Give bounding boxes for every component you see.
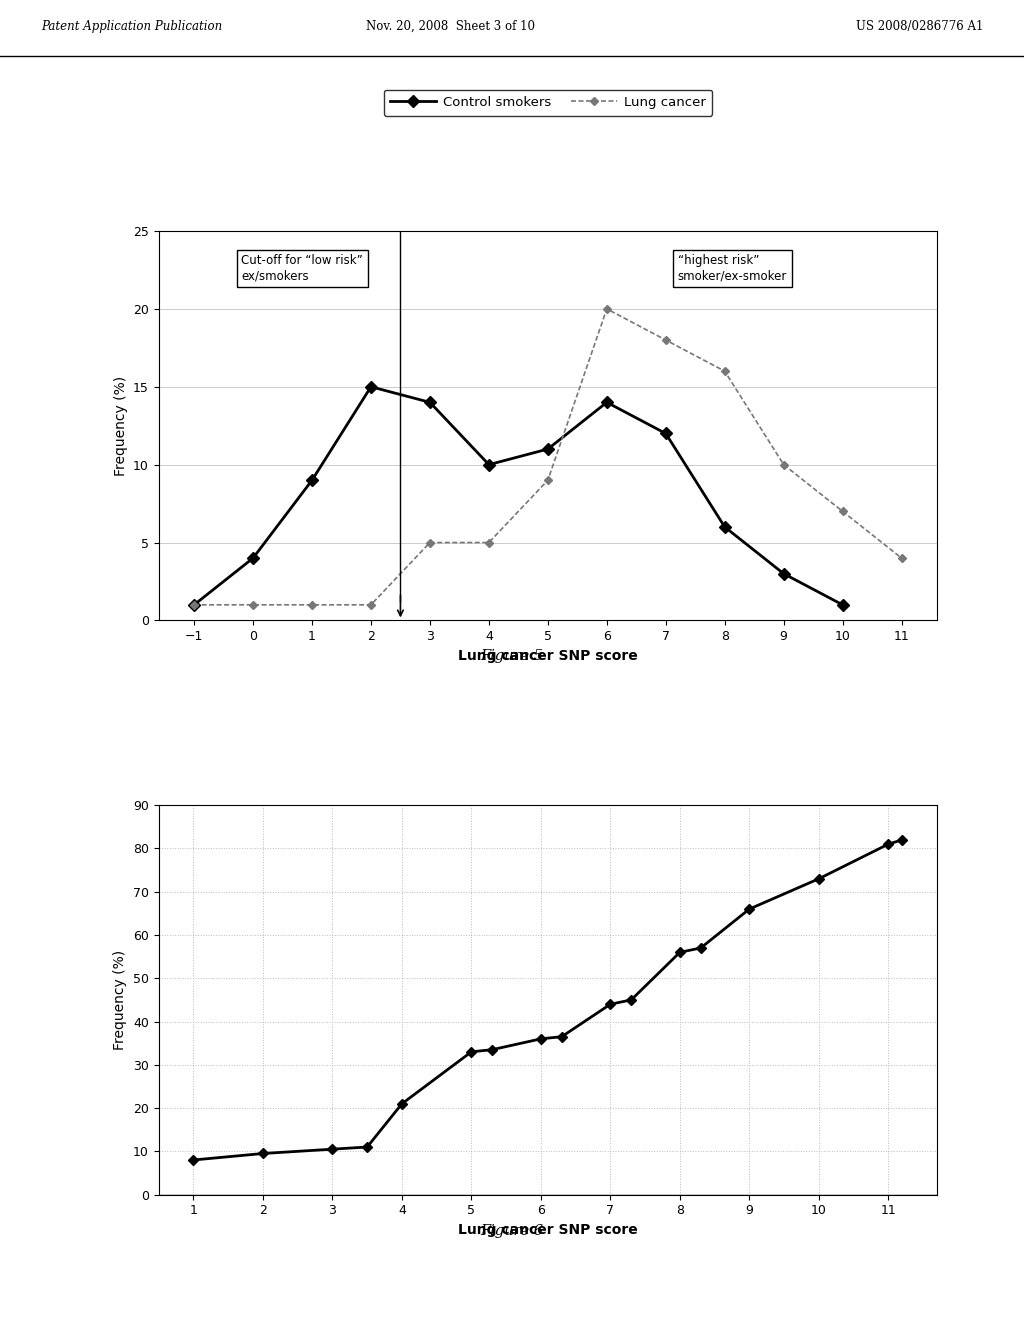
Legend: Control smokers, Lung cancer: Control smokers, Lung cancer	[384, 90, 712, 116]
X-axis label: Lung cancer SNP score: Lung cancer SNP score	[458, 1222, 638, 1237]
Text: Figure 5: Figure 5	[480, 649, 544, 664]
Y-axis label: Frequency (%): Frequency (%)	[114, 950, 127, 1049]
X-axis label: Lung cancer SNP score: Lung cancer SNP score	[458, 648, 638, 663]
Text: Figure 6: Figure 6	[480, 1224, 544, 1238]
Text: Patent Application Publication: Patent Application Publication	[41, 20, 222, 33]
Text: Nov. 20, 2008  Sheet 3 of 10: Nov. 20, 2008 Sheet 3 of 10	[366, 20, 536, 33]
Y-axis label: Frequency (%): Frequency (%)	[114, 376, 128, 475]
Text: US 2008/0286776 A1: US 2008/0286776 A1	[856, 20, 983, 33]
Text: Cut-off for “low risk”
ex/smokers: Cut-off for “low risk” ex/smokers	[242, 255, 364, 282]
Text: “highest risk”
smoker/ex-smoker: “highest risk” smoker/ex-smoker	[678, 255, 786, 282]
